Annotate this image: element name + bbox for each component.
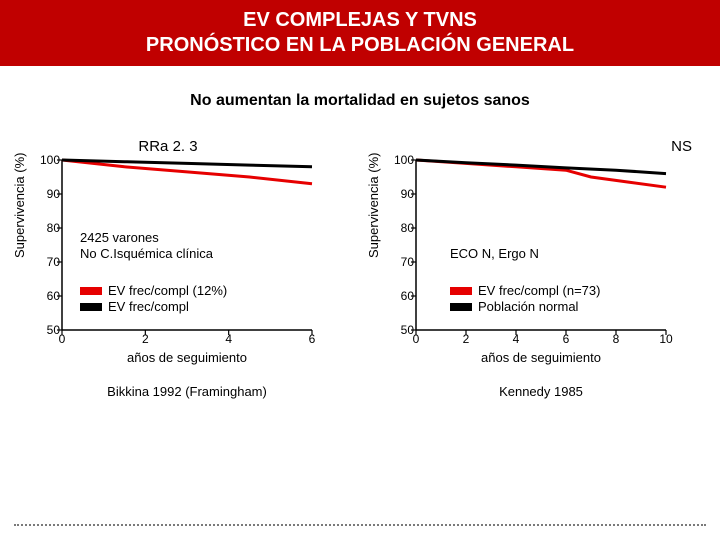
left-chart: RRa 2. 3Supervivencia (%)506070809010002… bbox=[18, 138, 348, 398]
chart-title: NS bbox=[432, 138, 702, 155]
legend-swatch bbox=[80, 287, 102, 295]
legend-swatch bbox=[80, 303, 102, 311]
header-line2: PRONÓSTICO EN LA POBLACIÓN GENERAL bbox=[10, 33, 710, 58]
x-axis-label: años de seguimiento bbox=[62, 350, 312, 365]
legend-row: Población normal bbox=[450, 299, 600, 314]
header-line1: EV COMPLEJAS Y TVNS bbox=[10, 8, 710, 33]
right-chart: NSSupervivencia (%)50607080901000246810a… bbox=[372, 138, 702, 398]
y-tick: 70 bbox=[38, 255, 60, 269]
annotation-line: 2425 varones bbox=[80, 230, 213, 246]
x-axis-label: años de seguimiento bbox=[416, 350, 666, 365]
chart-legend: EV frec/compl (n=73)Población normal bbox=[450, 282, 600, 315]
chart-citation: Kennedy 1985 bbox=[416, 384, 666, 399]
y-tick: 90 bbox=[392, 187, 414, 201]
y-tick: 80 bbox=[38, 221, 60, 235]
y-tick: 70 bbox=[392, 255, 414, 269]
legend-row: EV frec/compl (n=73) bbox=[450, 283, 600, 298]
series-line bbox=[416, 160, 666, 187]
legend-label: EV frec/compl (12%) bbox=[108, 283, 227, 298]
y-tick: 80 bbox=[392, 221, 414, 235]
chart-annotation: 2425 varonesNo C.Isquémica clínica bbox=[80, 230, 213, 263]
annotation-line: ECO N, Ergo N bbox=[450, 246, 539, 262]
y-axis-label: Supervivencia (%) bbox=[12, 153, 27, 259]
y-tick: 60 bbox=[38, 289, 60, 303]
dotted-divider bbox=[14, 524, 706, 526]
y-tick: 50 bbox=[392, 323, 414, 337]
legend-label: EV frec/compl (n=73) bbox=[478, 283, 600, 298]
y-tick: 50 bbox=[38, 323, 60, 337]
chart-legend: EV frec/compl (12%)EV frec/compl bbox=[80, 282, 227, 315]
legend-label: Población normal bbox=[478, 299, 578, 314]
charts-row: RRa 2. 3Supervivencia (%)506070809010002… bbox=[0, 138, 720, 398]
y-tick: 60 bbox=[392, 289, 414, 303]
chart-annotation: ECO N, Ergo N bbox=[450, 246, 539, 262]
y-tick: 100 bbox=[392, 153, 414, 167]
legend-swatch bbox=[450, 303, 472, 311]
chart-citation: Bikkina 1992 (Framingham) bbox=[62, 384, 312, 399]
slide-subtitle: No aumentan la mortalidad en sujetos san… bbox=[0, 92, 720, 110]
legend-label: EV frec/compl bbox=[108, 299, 189, 314]
slide-header: EV COMPLEJAS Y TVNS PRONÓSTICO EN LA POB… bbox=[0, 0, 720, 66]
y-tick: 100 bbox=[38, 153, 60, 167]
y-axis-label: Supervivencia (%) bbox=[366, 153, 381, 259]
annotation-line: No C.Isquémica clínica bbox=[80, 246, 213, 262]
series-line bbox=[416, 160, 666, 174]
legend-row: EV frec/compl (12%) bbox=[80, 283, 227, 298]
y-tick: 90 bbox=[38, 187, 60, 201]
legend-swatch bbox=[450, 287, 472, 295]
legend-row: EV frec/compl bbox=[80, 299, 227, 314]
chart-title: RRa 2. 3 bbox=[48, 138, 288, 155]
